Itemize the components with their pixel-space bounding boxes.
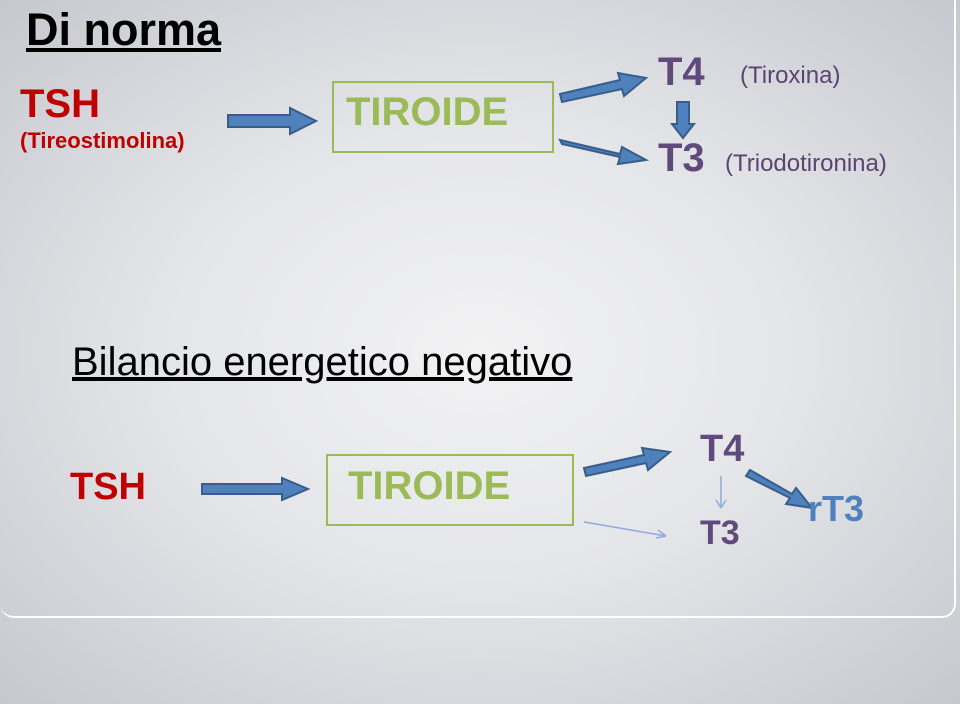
tiroide-label-1: TIROIDE [346, 90, 508, 135]
section1-title: Di norma [26, 4, 221, 56]
arrow-t4-t3-2 [714, 474, 728, 516]
t3-label-1: T3 [658, 136, 705, 181]
tiroide-label-2: TIROIDE [348, 464, 510, 509]
arrow-tsh-tiroide-1 [226, 106, 318, 136]
t3-label-2: T3 [700, 514, 740, 553]
tsh-label-2: TSH [70, 466, 146, 509]
slide-root: Di norma TSH (Tireostimolina) TIROIDE T4… [0, 0, 960, 704]
arrow-tiroide-t4-2 [582, 446, 672, 474]
arrow-tiroide-t3-1 [558, 136, 648, 166]
rt3-label-2: rT3 [808, 488, 864, 530]
arrow-tiroide-t4-1 [558, 70, 648, 100]
arrow-tsh-tiroide-2 [200, 476, 310, 502]
arrow-t4-rt3-2 [746, 466, 816, 510]
section2-title: Bilancio energetico negativo [72, 340, 572, 385]
tsh-sub-1: (Tireostimolina) [20, 128, 185, 154]
arrow-tiroide-t3-2 [582, 518, 678, 542]
t4-label-2: T4 [700, 428, 744, 471]
t3-sub-1: (Triodotironina) [725, 150, 887, 178]
t4-label-1: T4 [658, 50, 705, 95]
t4-sub-1: (Tiroxina) [740, 62, 840, 90]
tsh-label-1: TSH [20, 82, 100, 127]
arrow-t4-t3-1 [672, 100, 694, 140]
